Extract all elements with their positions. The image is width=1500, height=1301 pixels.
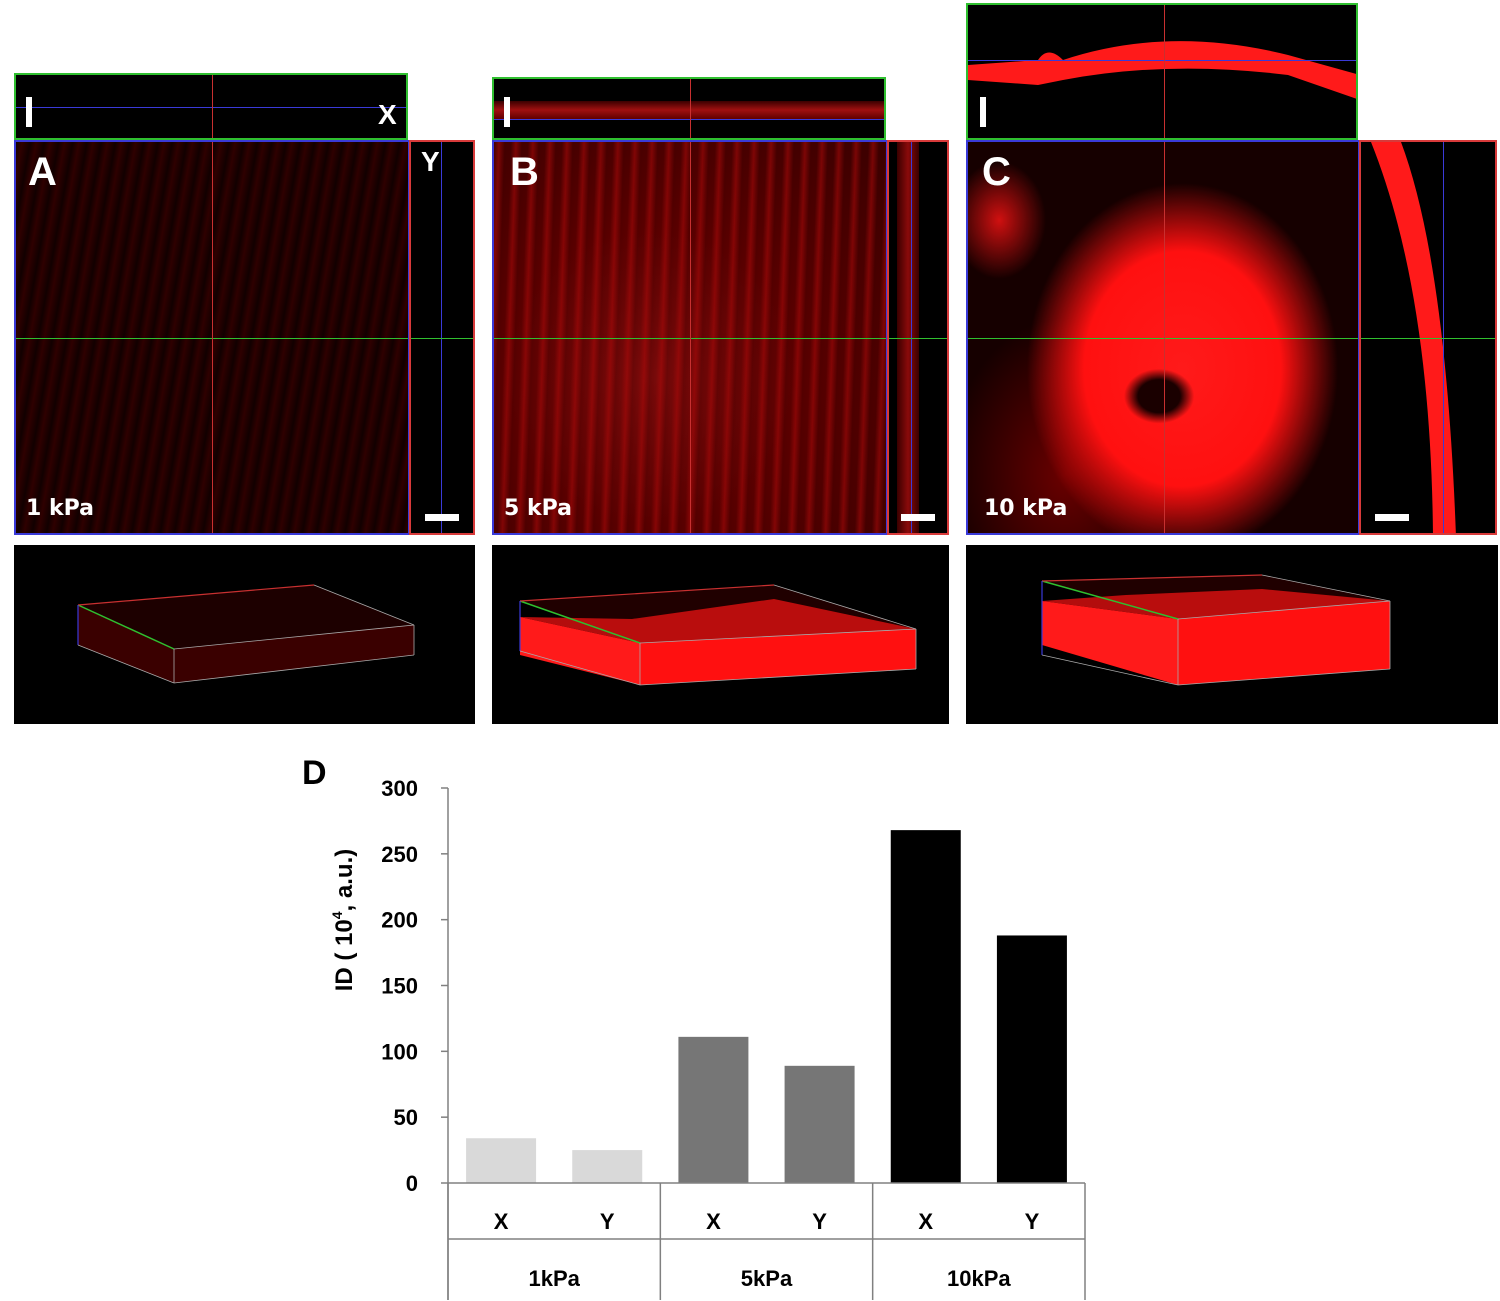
panel-b-letter: B [510,150,539,194]
panel-c-z-scale-marker [980,97,986,127]
x-category-label: X [918,1209,933,1234]
panel-b-scale-bar [901,514,935,521]
panel-b-3d-volume [492,545,949,724]
panel-a-pressure-label: 1 kPa [26,496,94,521]
panel-a-x-axis-label: X [378,99,397,130]
x-category-label: Y [1025,1209,1040,1234]
panel-a-3d-box [77,584,415,684]
bar-1kPa-Y [572,1150,643,1183]
panel-a-3d-volume [14,545,475,724]
panel-c-3d-volume [966,545,1498,724]
panel-c-xz-slice [966,3,1358,140]
panel-b-pressure-label: 5 kPa [504,496,572,521]
x-group-label: 1kPa [528,1266,580,1291]
panel-a-xz-slice: X [14,73,408,140]
panel-c-yz-slice [1359,140,1497,535]
y-tick-label: 200 [381,908,418,933]
panel-a-yz-slice: Y [409,140,475,535]
bar-1kPa-X [466,1138,537,1183]
panel-a-letter: A [28,150,57,194]
x-category-label: Y [600,1209,615,1234]
panel-b-xz-slice [492,77,886,140]
panel-b-yz-slice [887,140,949,535]
panel-c-scale-bar [1375,514,1409,521]
panel-a-y-axis-label: Y [421,146,440,177]
x-group-label: 5kPa [741,1266,793,1291]
y-axis-title: ID ( 104, a.u.) [329,849,358,992]
y-tick-label: 100 [381,1039,418,1064]
panel-b-xy-slice: B 5 kPa [492,140,888,535]
panel-c-letter: C [982,150,1011,194]
y-tick-label: 300 [381,776,418,801]
x-category-label: X [494,1209,509,1234]
bar-10kPa-X [890,830,961,1183]
panel-d-letter: D [302,754,327,792]
x-category-label: Y [812,1209,827,1234]
y-tick-label: 50 [394,1105,418,1130]
panel-b-z-scale-marker [504,97,510,127]
panel-a-xy-slice: A 1 kPa [14,140,410,535]
panel-a-scale-bar [425,514,459,521]
y-tick-label: 150 [381,974,418,999]
y-tick-label: 250 [381,842,418,867]
panel-c-3d-box [1041,574,1391,686]
x-category-label: X [706,1209,721,1234]
bar-5kPa-Y [784,1065,855,1183]
y-tick-label: 0 [406,1171,418,1196]
panel-c-xy-slice: C 10 kPa [966,140,1360,535]
intensity-bar-chart: D ID ( 104, a.u.) 0 50 100 150 200 250 300 X Y X… [302,754,1086,1300]
bar-5kPa-X [678,1036,749,1183]
panel-b-3d-box [519,584,917,686]
x-group-label: 10kPa [947,1266,1011,1291]
panel-a-z-scale-marker [26,97,32,127]
bar-10kPa-Y [996,935,1067,1183]
panel-c-pressure-label: 10 kPa [984,496,1068,521]
